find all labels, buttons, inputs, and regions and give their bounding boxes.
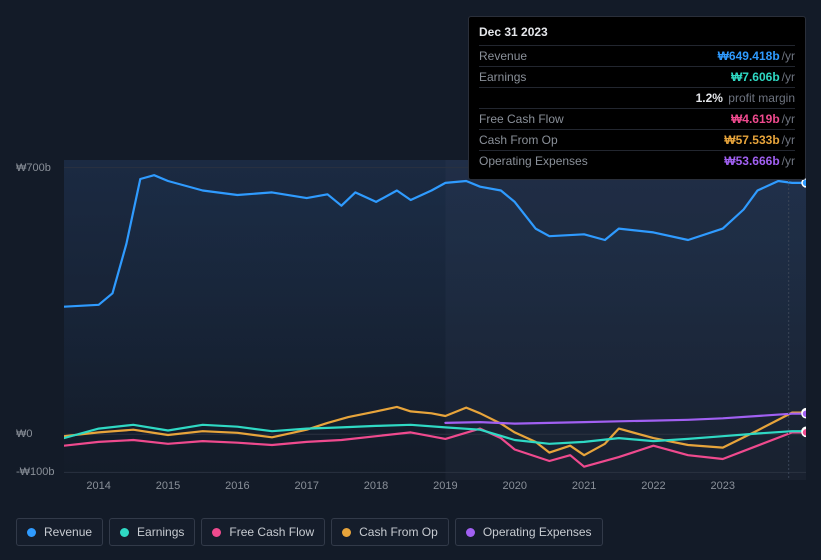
legend-label: Operating Expenses xyxy=(483,525,592,539)
legend-swatch-icon xyxy=(342,528,351,537)
tooltip-row: Earnings ₩7.606b/yr xyxy=(479,66,795,87)
tooltip-row: Free Cash Flow ₩4.619b/yr xyxy=(479,108,795,129)
tooltip-label: Operating Expenses xyxy=(479,154,588,168)
tooltip-label: Earnings xyxy=(479,70,526,84)
x-tick-label: 2015 xyxy=(156,480,180,520)
financial-chart: ₩700b₩0-₩100b 20142015201620172018201920… xyxy=(16,160,806,500)
legend-label: Earnings xyxy=(137,525,184,539)
legend-swatch-icon xyxy=(212,528,221,537)
y-tick-label: -₩100b xyxy=(16,466,55,478)
legend-item-earnings[interactable]: Earnings xyxy=(109,518,195,546)
x-tick-label: 2023 xyxy=(711,480,735,520)
x-tick-label: 2014 xyxy=(86,480,110,520)
tooltip-row: Operating Expenses ₩53.666b/yr xyxy=(479,150,795,171)
x-tick-label: 2020 xyxy=(502,480,526,520)
tooltip-row: Revenue ₩649.418b/yr xyxy=(479,45,795,66)
legend-label: Free Cash Flow xyxy=(229,525,314,539)
tooltip-value: ₩53.666b/yr xyxy=(724,154,795,168)
legend-swatch-icon xyxy=(120,528,129,537)
legend-label: Revenue xyxy=(44,525,92,539)
legend-item-opex[interactable]: Operating Expenses xyxy=(455,518,603,546)
x-tick-label: 2018 xyxy=(364,480,388,520)
x-tick-label: 2021 xyxy=(572,480,596,520)
tooltip-date: Dec 31 2023 xyxy=(479,25,795,45)
x-tick-label: 2017 xyxy=(294,480,318,520)
x-tick-label: 2016 xyxy=(225,480,249,520)
tooltip-value: ₩57.533b/yr xyxy=(724,133,795,147)
chart-plot-area[interactable] xyxy=(64,160,806,480)
tooltip-row: Cash From Op ₩57.533b/yr xyxy=(479,129,795,150)
tooltip-label: Revenue xyxy=(479,49,527,63)
y-tick-label: ₩0 xyxy=(16,428,33,440)
legend-swatch-icon xyxy=(466,528,475,537)
legend-item-cfo[interactable]: Cash From Op xyxy=(331,518,449,546)
tooltip-value: ₩4.619b/yr xyxy=(731,112,795,126)
legend-label: Cash From Op xyxy=(359,525,438,539)
y-tick-label: ₩700b xyxy=(16,162,51,174)
tooltip-box: Dec 31 2023 Revenue ₩649.418b/yr Earnings ₩… xyxy=(468,16,806,180)
x-tick-label: 2019 xyxy=(433,480,457,520)
tooltip-value: ₩7.606b/yr xyxy=(731,70,795,84)
legend-item-revenue[interactable]: Revenue xyxy=(16,518,103,546)
legend-item-fcf[interactable]: Free Cash Flow xyxy=(201,518,325,546)
x-tick-label: 2022 xyxy=(641,480,665,520)
tooltip-label: Free Cash Flow xyxy=(479,112,564,126)
tooltip-value: ₩649.418b/yr xyxy=(718,49,795,63)
tooltip-margin: 1.2% profit margin xyxy=(696,91,795,105)
tooltip-row: 1.2% profit margin xyxy=(479,87,795,108)
chart-legend: Revenue Earnings Free Cash Flow Cash From O… xyxy=(16,518,603,546)
legend-swatch-icon xyxy=(27,528,36,537)
tooltip-label: Cash From Op xyxy=(479,133,558,147)
